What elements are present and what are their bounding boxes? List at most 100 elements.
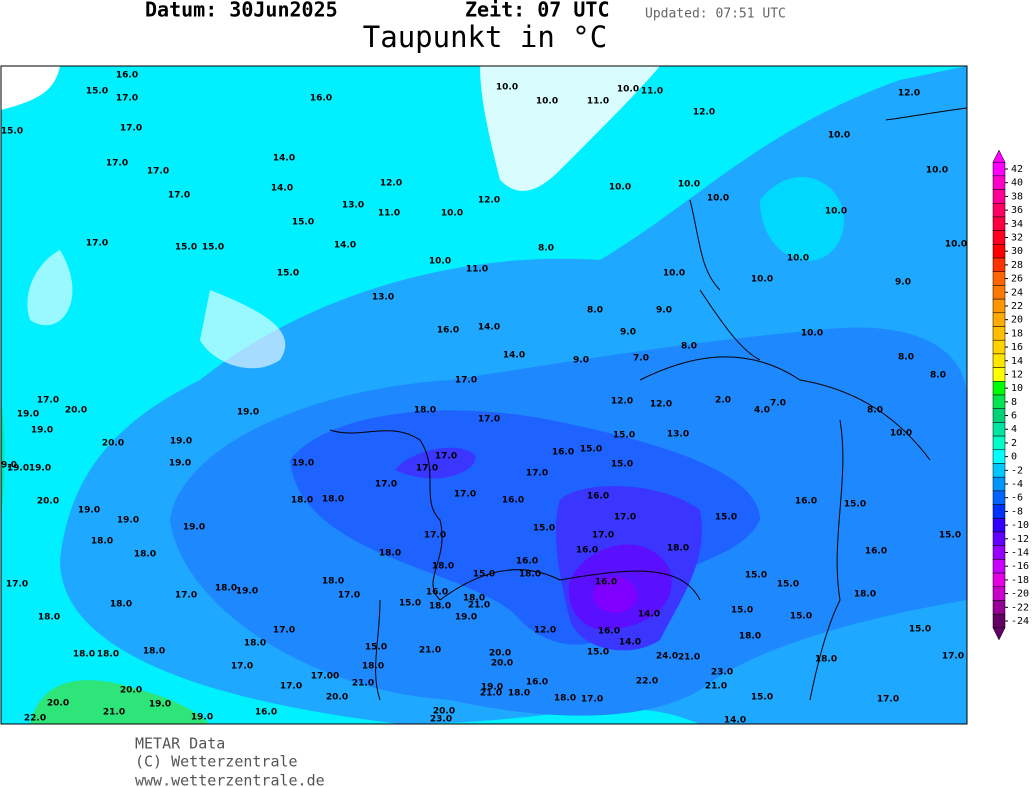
- station-value: 19.0: [29, 464, 51, 474]
- station-value: 15.0: [790, 612, 812, 622]
- station-value: 18.0: [91, 537, 113, 547]
- station-value: 8.0: [681, 342, 697, 352]
- station-value: 17.0: [375, 480, 397, 490]
- station-value: 20.0: [120, 686, 142, 696]
- station-value: 15.0: [939, 531, 961, 541]
- station-value: 18.0: [134, 550, 156, 560]
- station-value: 15.0: [777, 580, 799, 590]
- station-value: 10.0: [945, 240, 967, 250]
- station-value: 4.0: [754, 406, 770, 416]
- station-value: 15.0: [611, 460, 633, 470]
- station-value: 19.0: [170, 437, 192, 447]
- station-value: 12.0: [693, 108, 715, 118]
- station-value: 10.0: [787, 254, 809, 264]
- station-value: 19.0: [117, 516, 139, 526]
- colorbar-swatch: [992, 449, 1006, 464]
- colorbar-label: 28: [1011, 260, 1023, 271]
- station-value: 20.0: [47, 699, 69, 709]
- station-value: 8.0: [587, 306, 603, 316]
- station-value: 15.0: [751, 693, 773, 703]
- station-value: 9.0: [1, 461, 17, 471]
- station-value: 15.0: [580, 445, 602, 455]
- colorbar-label: -22: [1011, 602, 1029, 613]
- station-value: 20.0: [102, 439, 124, 449]
- colorbar: 424038363432302826242220181614121086420-…: [992, 149, 1029, 641]
- station-value: 16.0: [587, 492, 609, 502]
- station-value: 16.0: [116, 71, 138, 81]
- station-value: 15.0: [731, 606, 753, 616]
- footer-line: METAR Data: [135, 735, 225, 753]
- colorbar-swatch: [992, 202, 1006, 218]
- station-value: 11.0: [641, 87, 663, 97]
- station-value: 17.0: [120, 124, 142, 134]
- station-value: 17.0: [416, 464, 438, 474]
- colorbar-label: 20: [1011, 315, 1023, 326]
- date: Datum: 30Jun2025: [145, 0, 338, 22]
- station-value: 19.0: [237, 408, 259, 418]
- station-value: 10.0: [926, 166, 948, 176]
- station-value: 16.0: [426, 588, 448, 598]
- colorbar-swatch: [992, 559, 1006, 574]
- station-value: 15.0: [292, 218, 314, 228]
- colorbar-swatch: [992, 408, 1006, 423]
- station-value: 18.0: [414, 406, 436, 416]
- colorbar-label: -8: [1011, 506, 1023, 517]
- colorbar-swatch: [992, 381, 1006, 396]
- colorbar-swatch: [992, 353, 1006, 368]
- station-value: 18.0: [244, 639, 266, 649]
- station-value: 17.0: [86, 239, 108, 249]
- station-value: 18.0: [73, 650, 95, 660]
- station-value: 12.0: [650, 400, 672, 410]
- colorbar-label: -20: [1011, 589, 1029, 600]
- colorbar-swatch: [992, 600, 1006, 615]
- station-value: 19.0: [191, 713, 213, 723]
- colorbar-label: -4: [1011, 479, 1023, 490]
- station-value: 10.0: [828, 131, 850, 141]
- colorbar-label: -16: [1011, 561, 1029, 572]
- no-data: [480, 66, 660, 191]
- station-value: 17.0: [338, 591, 360, 601]
- station-value: 19.0: [17, 410, 39, 420]
- station-value: 15.0: [1, 127, 23, 137]
- station-value: 17.0: [106, 159, 128, 169]
- contour-fill: [395, 447, 476, 479]
- station-value: 10.0: [678, 180, 700, 190]
- station-value: 18.0: [97, 650, 119, 660]
- colorbar-label: 14: [1011, 356, 1023, 367]
- colorbar-swatch: [992, 504, 1006, 519]
- station-value: 17.0: [614, 513, 636, 523]
- station-value: 15.0: [715, 513, 737, 523]
- station-value: 21.0: [468, 601, 490, 611]
- colorbar-label: 18: [1011, 328, 1023, 339]
- colorbar-label: 16: [1011, 342, 1023, 353]
- contour-fill: [593, 577, 637, 613]
- station-value: 19.0: [183, 523, 205, 533]
- station-value: 15.0: [365, 643, 387, 653]
- time: Zeit: 07 UTC: [465, 0, 610, 22]
- colorbar-swatch: [992, 422, 1006, 437]
- colorbar-label: 32: [1011, 232, 1023, 243]
- station-value: 16.0: [526, 678, 548, 688]
- station-value: 18.0: [432, 562, 454, 572]
- station-value: 19.0: [236, 587, 258, 597]
- colorbar-label: 2: [1011, 438, 1017, 449]
- station-value: 16.0: [576, 546, 598, 556]
- colorbar-swatch: [992, 271, 1006, 286]
- station-value: 14.0: [724, 716, 746, 726]
- station-value: 12.0: [611, 397, 633, 407]
- station-value: 17.0: [37, 396, 59, 406]
- colorbar-label: 36: [1011, 205, 1023, 216]
- map-frame: [0, 65, 968, 725]
- station-value: 18.0: [110, 600, 132, 610]
- station-value: 12.0: [380, 179, 402, 189]
- station-value: 16.0: [516, 557, 538, 567]
- station-value: 14.0: [334, 241, 356, 251]
- station-value: 18.0: [519, 570, 541, 580]
- station-value: 9.0: [573, 356, 589, 366]
- station-value: 15.0: [613, 431, 635, 441]
- station-value: 20.0: [65, 406, 87, 416]
- station-value: 10.0: [751, 275, 773, 285]
- station-value: 18.0: [322, 577, 344, 587]
- station-value: 17.0: [478, 415, 500, 425]
- station-value: 22.0: [636, 677, 658, 687]
